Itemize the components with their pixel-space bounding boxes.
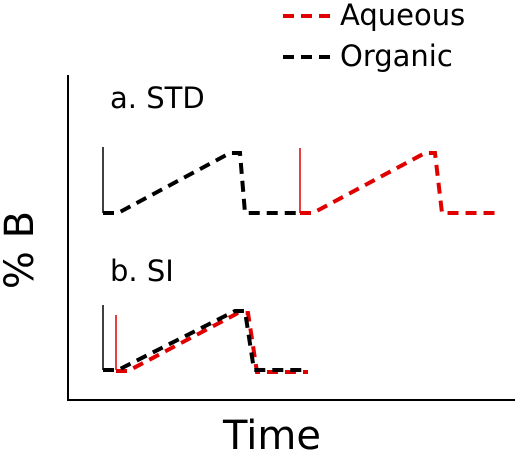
panel-label: b. SI	[110, 254, 174, 288]
y-axis-label: % B	[0, 211, 43, 289]
aqueous-gradient	[300, 151, 495, 215]
aqueous-gradient	[116, 311, 308, 374]
organic-gradient	[103, 151, 300, 215]
legend-label: Organic	[340, 39, 453, 73]
x-axis-label: Time	[222, 413, 321, 458]
organic-gradient	[103, 309, 305, 372]
panel-label: a. STD	[110, 81, 205, 115]
legend-label: Aqueous	[340, 0, 465, 32]
